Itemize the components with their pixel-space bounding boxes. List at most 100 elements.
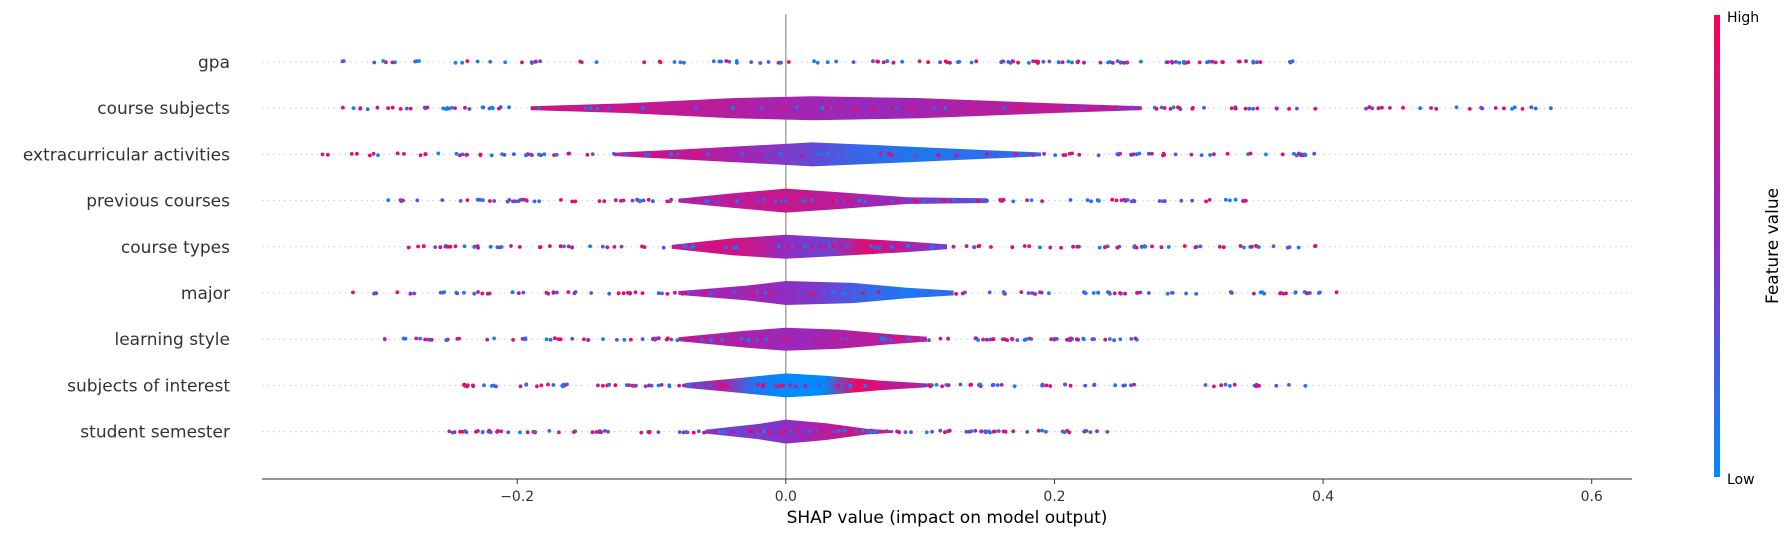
sample-dot [808, 245, 813, 250]
sample-dot [911, 384, 916, 389]
sample-dot [844, 384, 849, 389]
sample-dot [578, 59, 583, 64]
sample-dot [1010, 245, 1015, 250]
sample-dot [1091, 291, 1096, 295]
sample-dot [834, 59, 839, 64]
sample-dot [465, 59, 470, 63]
sample-dot [1027, 61, 1031, 65]
sample-dot [532, 199, 537, 204]
sample-dot [640, 291, 645, 295]
sample-dot [1097, 245, 1102, 250]
sample-dot [903, 430, 908, 434]
sample-dot [946, 336, 950, 341]
feature-label: major [181, 284, 230, 304]
sample-dot [481, 198, 485, 203]
sample-dot [806, 291, 811, 296]
sample-dot [918, 338, 923, 343]
sample-dot [590, 430, 595, 435]
sample-dot [1250, 244, 1254, 249]
sample-dot [518, 384, 523, 389]
sample-dot [942, 199, 946, 203]
sample-dot [1122, 61, 1127, 65]
sample-dot [699, 337, 704, 342]
sample-dot [1243, 106, 1248, 111]
sample-dot [1129, 337, 1134, 341]
sample-dot [480, 430, 485, 434]
sample-dot [1162, 152, 1166, 157]
sample-dot [788, 337, 793, 341]
sample-dot [1077, 152, 1082, 157]
sample-dot [1059, 245, 1063, 250]
sample-dot [816, 152, 821, 157]
feature-label: previous courses [86, 192, 230, 212]
sample-dot [1280, 152, 1285, 157]
sample-dot [911, 152, 915, 157]
sample-dot [1274, 383, 1279, 388]
sample-dot [815, 60, 820, 65]
sample-dot [724, 59, 729, 63]
sample-dot [1221, 245, 1226, 250]
sample-dot [758, 61, 763, 65]
feature-label: course subjects [97, 99, 230, 119]
sample-dot [998, 197, 1003, 202]
sample-dot [568, 105, 573, 110]
sample-dot [624, 107, 629, 112]
sample-dot [731, 430, 736, 434]
sample-dot [1502, 106, 1506, 111]
sample-dot [1118, 337, 1123, 342]
sample-dot [651, 199, 655, 204]
sample-dot [566, 244, 571, 249]
sample-dot [900, 244, 905, 249]
sample-dot [848, 383, 853, 388]
sample-dot [1062, 430, 1067, 435]
sample-dot [698, 106, 703, 111]
sample-dot [750, 382, 755, 387]
sample-dot [1233, 106, 1238, 111]
sample-dot [989, 245, 993, 249]
sample-dot [1067, 151, 1072, 156]
sample-dot [765, 153, 770, 157]
sample-dot [436, 151, 441, 156]
sample-dot [964, 429, 969, 434]
sample-dot [667, 384, 672, 389]
sample-dot [598, 430, 602, 434]
sample-dot [440, 198, 445, 203]
sample-dot [885, 59, 890, 64]
sample-dot [520, 60, 524, 65]
sample-dot [1116, 107, 1121, 112]
sample-dot [696, 429, 701, 434]
sample-dot [957, 59, 962, 64]
sample-dot [790, 244, 795, 249]
sample-dot [889, 105, 894, 110]
sample-dot [627, 383, 631, 387]
sample-dot [521, 290, 526, 295]
sample-dot [641, 198, 646, 203]
sample-dot [999, 383, 1004, 387]
sample-dot [1549, 106, 1553, 111]
sample-dot [819, 244, 823, 248]
sample-dot [560, 384, 565, 389]
sample-dot [752, 291, 757, 296]
sample-dot [680, 107, 685, 111]
sample-dot [448, 244, 453, 249]
sample-dot [554, 152, 559, 157]
sample-dot [717, 59, 722, 64]
sample-dot [1238, 244, 1243, 248]
sample-dot [601, 337, 605, 341]
sample-dot [1070, 337, 1075, 341]
sample-dot [1176, 105, 1180, 110]
sample-dot [1221, 60, 1225, 65]
sample-dot [958, 382, 963, 387]
sample-dot [646, 197, 651, 202]
sample-dot [1168, 107, 1173, 111]
sample-dot [1085, 198, 1090, 203]
sample-dot [602, 199, 607, 204]
sample-dot [612, 245, 617, 249]
sample-dot [629, 337, 633, 342]
sample-dot [600, 244, 605, 249]
sample-dot [1189, 152, 1194, 157]
sample-dot [917, 59, 922, 64]
sample-dot [906, 244, 910, 248]
sample-dot [605, 245, 610, 250]
sample-dot [706, 152, 710, 157]
